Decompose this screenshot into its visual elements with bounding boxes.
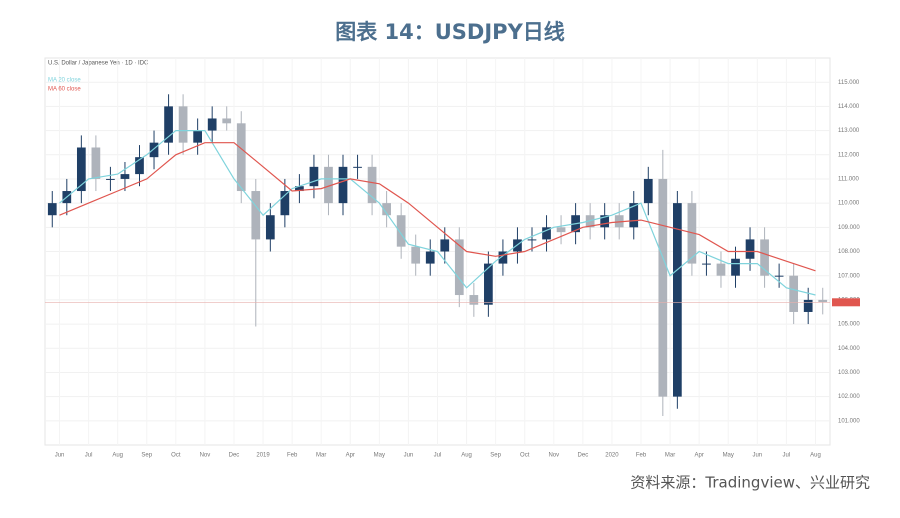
candle-body (760, 239, 769, 276)
ma-line (59, 130, 816, 296)
candle-body (295, 186, 304, 192)
candle-body (716, 263, 726, 276)
candle-body (411, 246, 421, 264)
y-tick-label: 101.000 (838, 418, 860, 424)
candle-body (251, 191, 261, 240)
x-tick-label: Jun (404, 453, 414, 459)
y-tick-label: 114.000 (838, 104, 860, 110)
x-tick-label: Sep (490, 453, 501, 459)
candle-body (106, 178, 115, 180)
y-tick-label: 102.000 (838, 394, 860, 400)
y-tick-label: 115.000 (838, 80, 860, 86)
candle-body (484, 263, 493, 305)
candle-body (120, 174, 130, 179)
x-tick-label: Oct (520, 453, 530, 459)
x-tick-label: Mar (665, 453, 675, 459)
candle-body (498, 251, 508, 264)
x-tick-label: Apr (694, 453, 703, 459)
x-tick-label: Aug (112, 453, 123, 459)
x-tick-label: Jun (55, 453, 65, 459)
x-tick-label: Dec (578, 453, 589, 459)
candle-body (164, 106, 173, 143)
candle-body (440, 239, 450, 252)
candle-body (789, 275, 799, 312)
x-tick-label: May (374, 453, 385, 459)
candle-body (556, 227, 566, 233)
candle-body (382, 203, 391, 216)
candle-body (818, 299, 828, 303)
chart-title: 图表 14：USDJPY日线 (335, 20, 565, 44)
candle-body (324, 166, 333, 204)
candle-body (76, 147, 86, 192)
candle-body (425, 251, 435, 264)
candle-body (469, 295, 479, 305)
candle-body (643, 178, 653, 204)
x-tick-label: Jun (752, 453, 762, 459)
instrument: U.S. Dollar / Japanese Yen · 1D · IDC (48, 61, 149, 67)
y-tick-label: 108.000 (838, 249, 860, 255)
x-tick-label: May (723, 453, 734, 459)
x-tick-label: Aug (810, 453, 821, 459)
candle-body (367, 166, 377, 204)
candle-body (280, 191, 290, 216)
y-tick-label: 110.000 (838, 201, 860, 207)
x-tick-label: Jul (783, 453, 791, 459)
last-price-box (832, 298, 860, 307)
x-tick-label: Apr (346, 453, 355, 459)
y-tick-label: 109.000 (838, 225, 860, 231)
x-tick-label: Aug (461, 453, 472, 459)
source: 资料来源：Tradingview、兴业研究 (630, 474, 870, 492)
x-tick-label: Mar (316, 453, 326, 459)
candle-body (193, 130, 202, 143)
candle-body (236, 123, 246, 192)
candle-body (47, 203, 57, 216)
x-tick-label: Jul (434, 453, 442, 459)
x-tick-label: Nov (548, 453, 559, 459)
ma-line (59, 142, 816, 272)
x-tick-label: 2019 (256, 453, 270, 459)
y-tick-label: 107.000 (838, 273, 860, 279)
candle-body (91, 147, 101, 179)
candle-body (542, 227, 551, 240)
candle-body (614, 215, 624, 228)
x-tick-label: Jul (85, 453, 93, 459)
candle-body (353, 166, 362, 168)
candle-body (600, 215, 610, 228)
candle-body (527, 239, 537, 241)
candle-body (338, 166, 348, 204)
x-tick-label: Dec (229, 453, 240, 459)
candle-body (178, 106, 188, 143)
candle-body (135, 157, 144, 175)
x-tick-label: Feb (636, 453, 647, 459)
candle-body (222, 118, 232, 124)
candle-body (774, 275, 784, 277)
y-tick-label: 112.000 (838, 152, 860, 158)
candle-body (149, 142, 159, 158)
y-tick-label: 103.000 (838, 370, 860, 376)
candle-body (309, 166, 319, 187)
x-tick-label: Nov (200, 453, 211, 459)
x-tick-label: Oct (171, 453, 181, 459)
y-tick-label: 105.000 (838, 322, 860, 328)
y-tick-label: 104.000 (838, 346, 860, 352)
legend-entry: MA 20 close (48, 78, 81, 84)
x-tick-label: Sep (141, 453, 152, 459)
candle-body (673, 203, 682, 397)
candle-body (396, 215, 406, 247)
candle-body (803, 299, 813, 312)
candle-body (731, 258, 740, 276)
x-tick-label: Feb (287, 453, 298, 459)
x-tick-label: 2020 (605, 453, 619, 459)
y-tick-label: 113.000 (838, 128, 860, 134)
candle-body (658, 178, 668, 397)
candle-body (629, 203, 639, 228)
candle-body (265, 215, 275, 240)
candle-body (454, 239, 464, 296)
y-tick-label: 111.000 (838, 177, 859, 183)
candle-body (702, 263, 711, 265)
candle-body (745, 239, 755, 259)
candle-body (207, 118, 217, 131)
legend-entry: MA 60 close (48, 87, 81, 93)
